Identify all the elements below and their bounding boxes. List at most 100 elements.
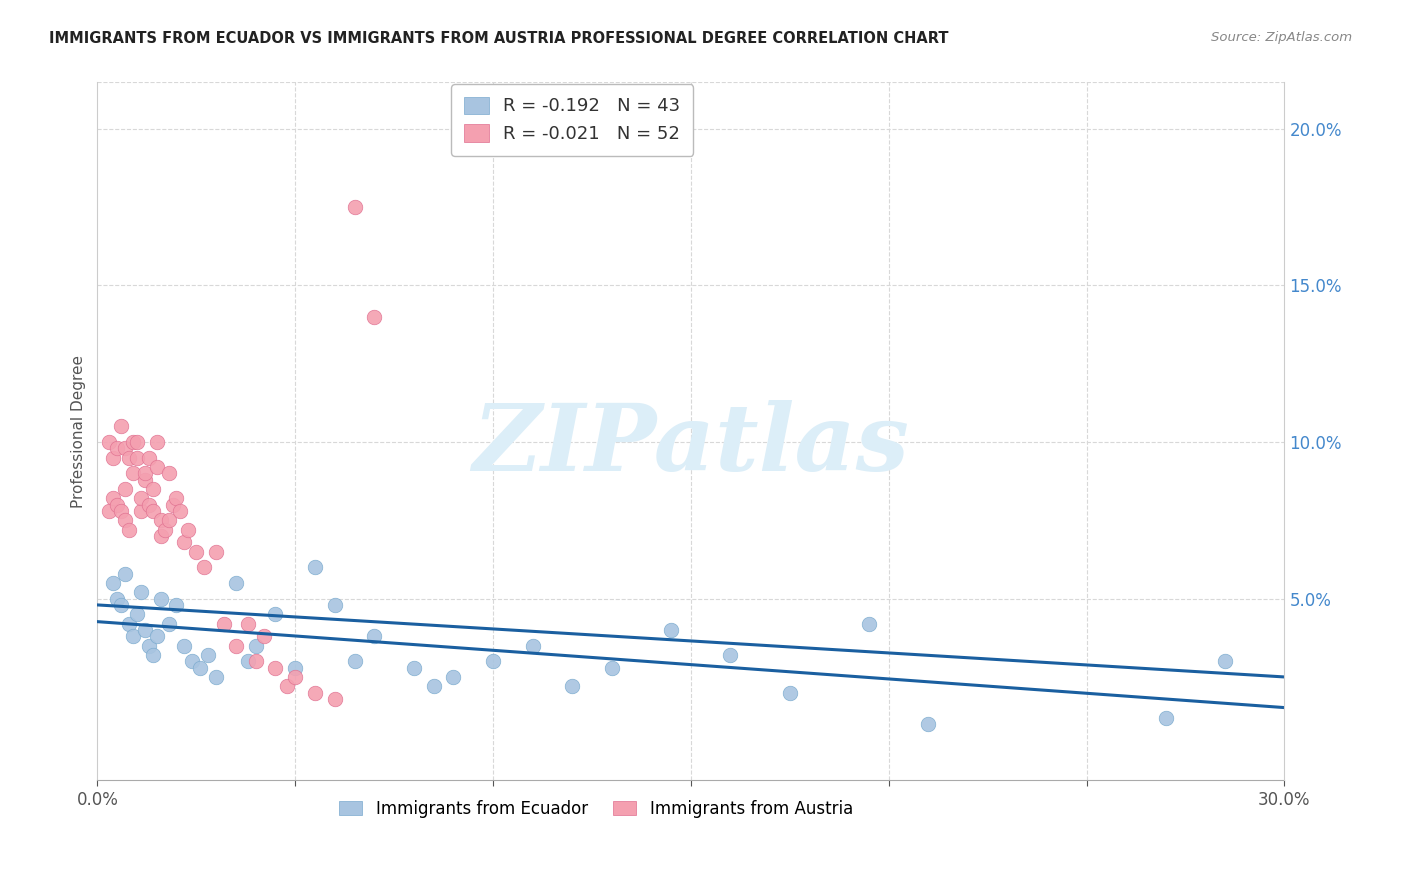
Point [110,598,132,612]
Point [149,591,172,606]
Point [118,523,141,537]
Point [129,491,152,506]
Point [145,629,167,643]
Point [188,660,211,674]
Point [110,419,132,434]
Point [343,654,366,668]
Point [129,504,152,518]
Point [276,679,298,693]
Legend: Immigrants from Ecuador, Immigrants from Austria: Immigrants from Ecuador, Immigrants from… [332,793,859,824]
Point [264,607,287,622]
Point [173,639,195,653]
Point [101,450,124,465]
Point [245,639,267,653]
Point [363,310,385,324]
Point [122,629,145,643]
Point [142,504,165,518]
Point [157,467,180,481]
Point [125,435,148,450]
Point [205,670,228,684]
Point [134,467,156,481]
Point [181,654,204,668]
Point [304,560,326,574]
Point [114,566,136,581]
Point [284,660,307,674]
Point [212,616,235,631]
Point [323,598,346,612]
Point [138,450,160,465]
Point [323,691,346,706]
Point [157,513,180,527]
Point [98,435,121,450]
Point [125,450,148,465]
Point [1154,711,1177,725]
Point [125,607,148,622]
Point [114,513,136,527]
Point [482,654,505,668]
Point [917,717,939,731]
Point [304,685,326,699]
Point [122,467,145,481]
Point [225,576,247,591]
Text: ZIPatlas: ZIPatlas [472,401,910,490]
Point [284,670,307,684]
Text: Source: ZipAtlas.com: Source: ZipAtlas.com [1212,31,1353,45]
Point [402,660,425,674]
Point [105,591,128,606]
Point [600,660,623,674]
Point [134,623,156,637]
Point [169,504,191,518]
Text: IMMIGRANTS FROM ECUADOR VS IMMIGRANTS FROM AUSTRIA PROFESSIONAL DEGREE CORRELATI: IMMIGRANTS FROM ECUADOR VS IMMIGRANTS FR… [49,31,949,46]
Point [522,639,544,653]
Point [264,660,287,674]
Point [236,654,259,668]
Point [236,616,259,631]
Point [134,473,156,487]
Point [173,535,195,549]
Point [177,523,200,537]
Point [110,504,132,518]
Point [1213,654,1236,668]
Point [193,560,215,574]
Point [561,679,583,693]
Point [153,523,176,537]
Point [197,648,219,662]
Point [142,482,165,496]
Point [138,498,160,512]
Y-axis label: Professional Degree: Professional Degree [72,355,86,508]
Point [105,498,128,512]
Point [149,529,172,543]
Point [118,450,141,465]
Point [343,200,366,214]
Point [443,670,465,684]
Point [186,544,208,558]
Point [101,576,124,591]
Point [145,435,167,450]
Point [166,491,188,506]
Point [138,639,160,653]
Point [114,442,136,456]
Point [101,491,124,506]
Point [157,616,180,631]
Point [162,498,184,512]
Point [105,442,128,456]
Point [363,629,385,643]
Point [166,598,188,612]
Point [149,513,172,527]
Point [114,482,136,496]
Point [205,544,228,558]
Point [858,616,880,631]
Point [245,654,267,668]
Point [122,435,145,450]
Point [252,629,274,643]
Point [659,623,682,637]
Point [98,504,121,518]
Point [145,460,167,475]
Point [142,648,165,662]
Point [129,585,152,599]
Point [720,648,742,662]
Point [225,639,247,653]
Point [118,616,141,631]
Point [422,679,444,693]
Point [779,685,801,699]
